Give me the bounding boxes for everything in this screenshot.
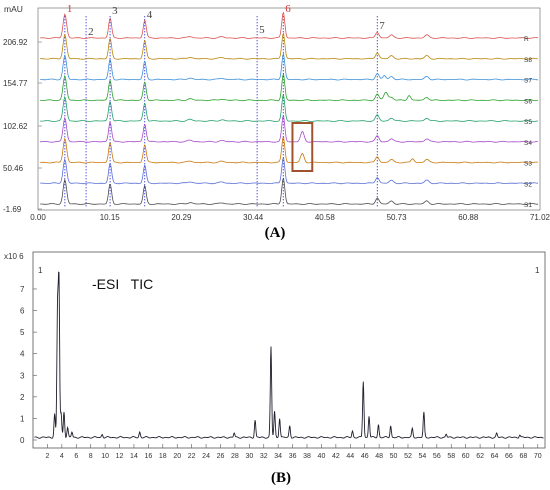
y-tick-label: 3: [20, 371, 25, 380]
peak-label: 1: [67, 3, 73, 15]
y-tick-label: -1.69: [3, 205, 22, 214]
y-tick-label: 1: [20, 414, 25, 423]
x-tick-label: 40: [318, 453, 326, 460]
trace-label: S7: [524, 78, 532, 85]
chromatogram-panel-a: mAU 206.92 154.77 102.62 50.46 -1.69 0.00 10.…: [3, 3, 550, 222]
x-tick-label: 6: [74, 453, 78, 460]
x-tick-label: 48: [375, 453, 383, 460]
trace-S2: [40, 157, 539, 185]
y-axis-unit: x10 6: [4, 252, 24, 261]
trace-S4: [40, 115, 539, 143]
corner-label-left: 1: [38, 266, 43, 275]
trace-label: S3: [524, 161, 532, 168]
x-tick-label: 36: [289, 453, 297, 460]
x-tick-label: 10: [101, 453, 109, 460]
x-tick-label: 71.02: [530, 213, 550, 222]
chart-title: -ESI TIC: [92, 276, 153, 292]
x-tick-label: 18: [159, 453, 167, 460]
x-tick-label: 50.73: [387, 213, 408, 222]
x-tick-label: 0.00: [30, 213, 46, 222]
x-tick-label: 22: [188, 453, 196, 460]
tic-trace: [34, 271, 544, 439]
panel-a-label: (A): [265, 225, 286, 241]
trace-S5: [40, 94, 539, 122]
x-tick-label: 52: [404, 453, 412, 460]
x-tick-label: 16: [144, 453, 152, 460]
x-tick-label: 46: [361, 453, 369, 460]
x-tick-label: 56: [433, 453, 441, 460]
x-tick-label: 4: [60, 453, 64, 460]
x-tick-label: 62: [476, 453, 484, 460]
x-tick-label: 40.58: [315, 213, 336, 222]
x-tick-label: 30: [245, 453, 253, 460]
trace-label: S8: [524, 57, 532, 64]
trace-label: S4: [524, 140, 532, 147]
y-tick-label: 50.46: [3, 164, 24, 173]
x-tick-label: 26: [217, 453, 225, 460]
x-tick-label: 60.88: [458, 213, 479, 222]
trace-label: S6: [524, 98, 532, 105]
x-tick-label: 70: [534, 453, 542, 460]
x-tick-label: 38: [303, 453, 311, 460]
x-tick-label: 50: [390, 453, 398, 460]
trace-R: [40, 11, 539, 39]
peak-label: 3: [112, 5, 118, 17]
y-axis-unit: mAU: [4, 4, 23, 14]
peak-label: 5: [259, 24, 265, 36]
trace-label: S2: [524, 181, 532, 188]
y-tick-label: 206.92: [3, 38, 28, 47]
peak-label: 4: [147, 9, 153, 21]
trace-S8: [40, 32, 539, 60]
y-tick-label: 2: [20, 393, 25, 402]
y-tick-label: 5: [20, 328, 25, 337]
x-tick-label: 20: [173, 453, 181, 460]
trace-S6: [40, 73, 539, 102]
trace-label: R: [524, 36, 529, 43]
y-tick-label: 6: [20, 307, 25, 316]
x-tick-label: 32: [260, 453, 268, 460]
trace-S1: [40, 177, 539, 205]
x-tick-label: 8: [89, 453, 93, 460]
trace-label: S1: [524, 202, 532, 209]
x-tick-label: 54: [419, 453, 427, 460]
y-tick-label: 4: [20, 350, 25, 359]
peak-label: 6: [285, 3, 291, 15]
peak-label: 7: [379, 20, 385, 32]
x-tick-label: 24: [202, 453, 210, 460]
x-tick-label: 20.29: [171, 213, 192, 222]
highlight-box: [291, 122, 314, 172]
peak-label: 2: [88, 26, 94, 38]
x-tick-label: 64: [491, 453, 499, 460]
y-tick-label: 154.77: [3, 79, 28, 88]
x-tick-label: 34: [274, 453, 282, 460]
x-tick-label: 12: [116, 453, 124, 460]
x-tick-label: 60: [462, 453, 470, 460]
plot-frame: [37, 7, 541, 211]
plot-frame: [32, 251, 546, 449]
x-tick-label: 66: [505, 453, 513, 460]
corner-label-right: 1: [535, 266, 540, 275]
x-tick-label: 42: [332, 453, 340, 460]
x-tick-label: 28: [231, 453, 239, 460]
y-tick-label: 102.62: [3, 122, 28, 131]
y-tick-label: 0: [20, 436, 25, 445]
x-tick-label: 10.15: [100, 213, 121, 222]
y-tick-label: 7: [20, 285, 25, 294]
trace-label: S5: [524, 119, 532, 126]
x-tick-label: 2: [45, 453, 49, 460]
trace-S7: [40, 52, 538, 81]
x-tick-label: 58: [447, 453, 455, 460]
panel-b-label: (B): [271, 470, 291, 486]
x-tick-label: 14: [130, 453, 138, 460]
x-tick-label: 30.44: [243, 213, 264, 222]
x-tick-label: 44: [346, 453, 354, 460]
trace-S3: [40, 136, 539, 164]
x-tick-label: 68: [519, 453, 527, 460]
